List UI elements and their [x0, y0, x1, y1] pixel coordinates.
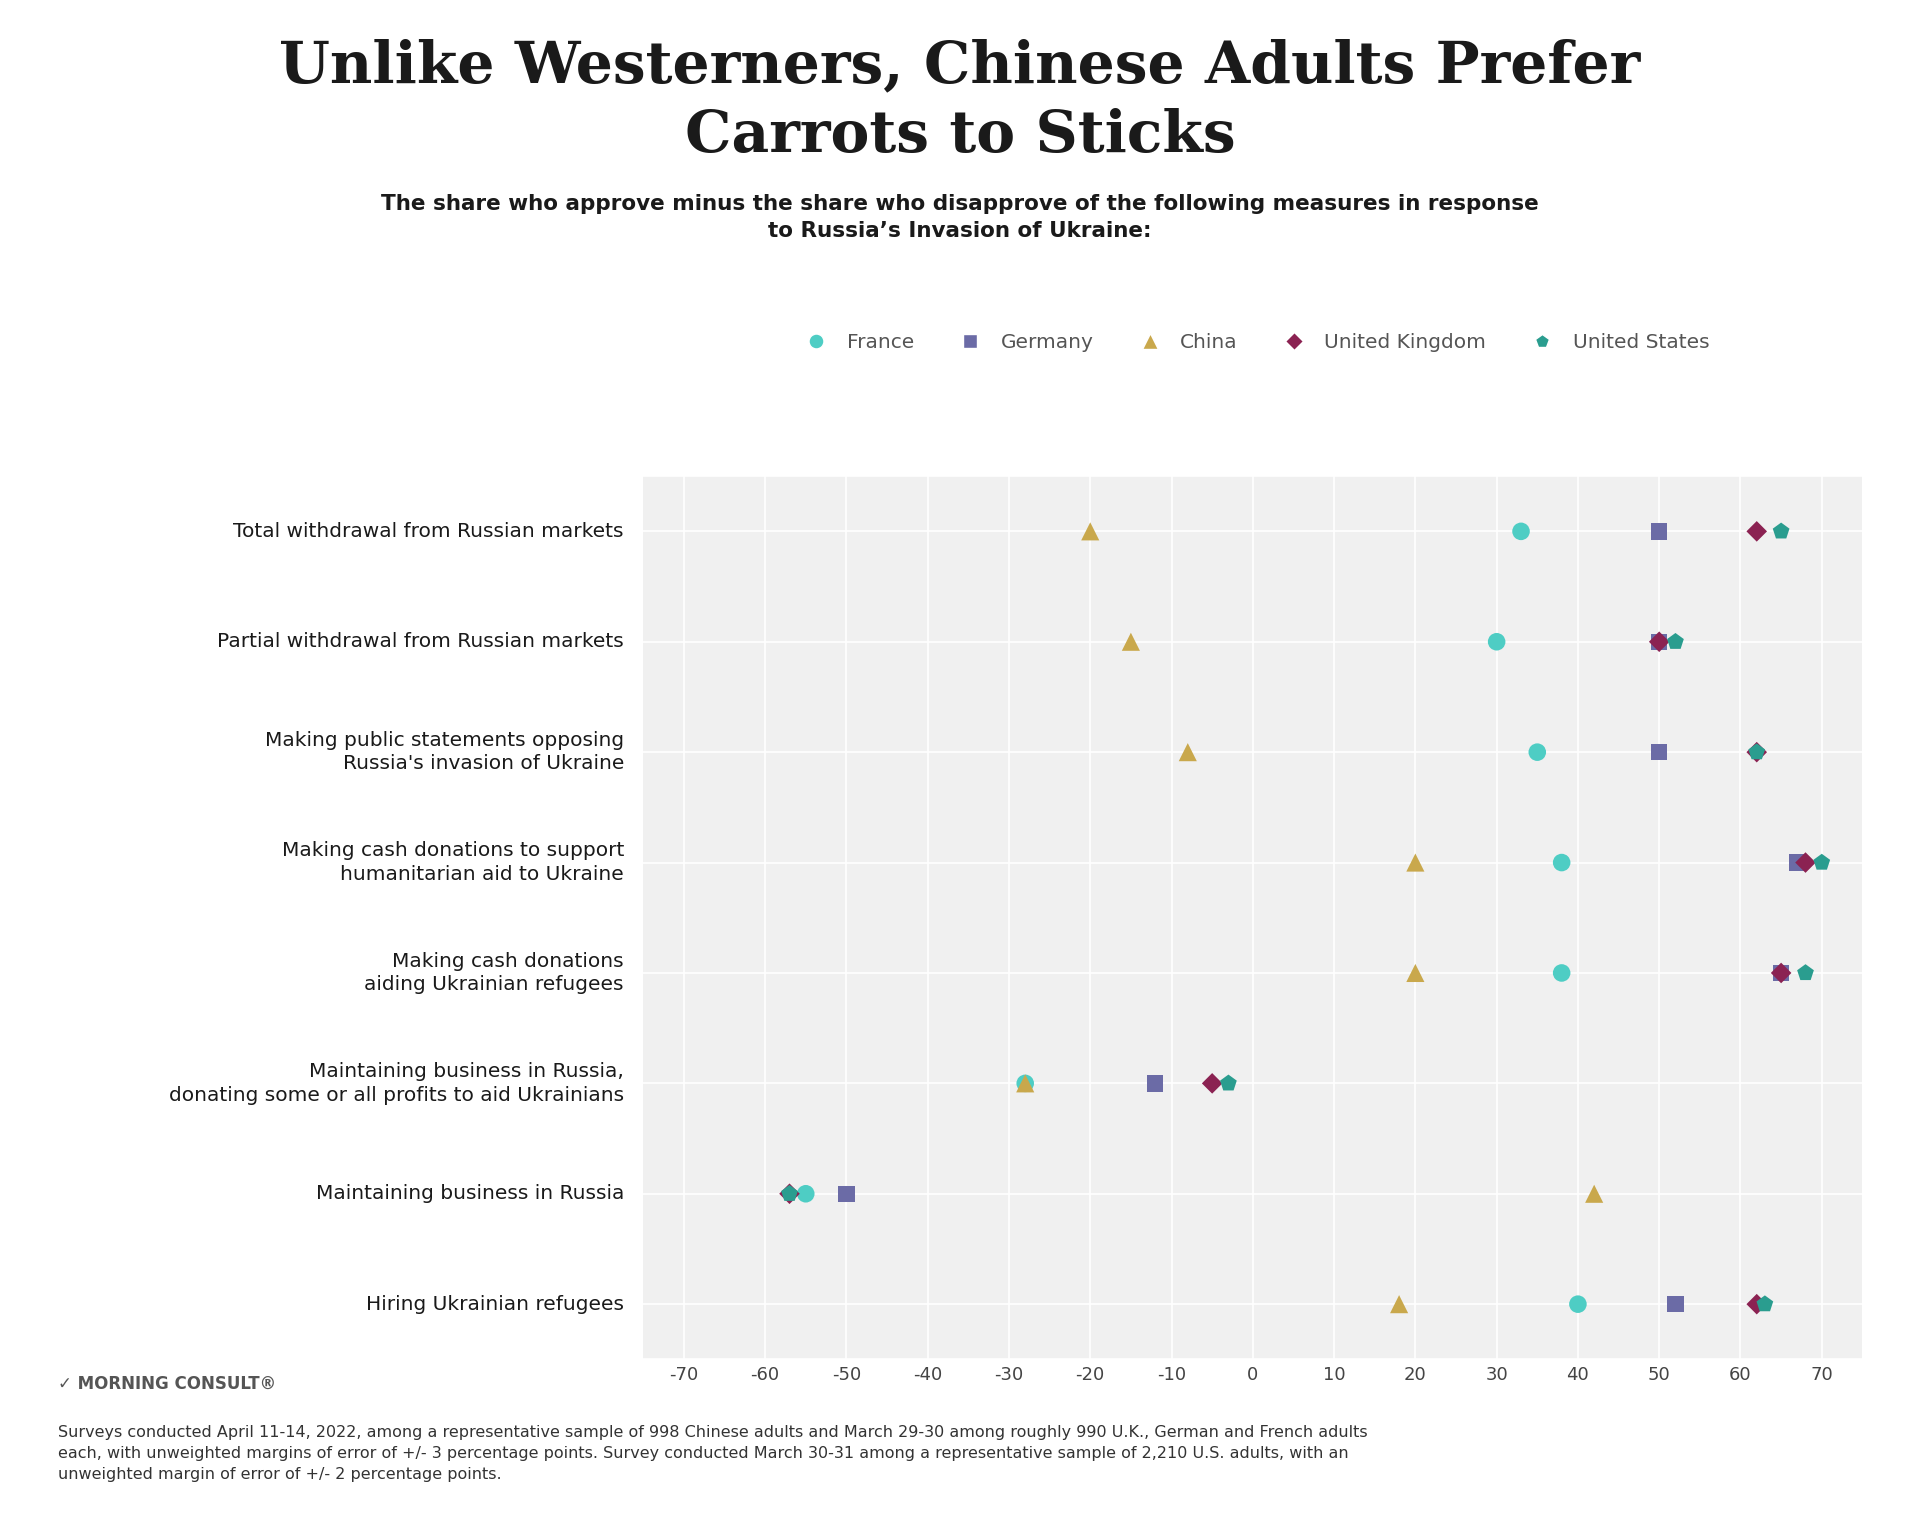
Point: [1807, 851, 1837, 876]
Point: [1741, 740, 1772, 765]
Text: Making cash donations
aiding Ukrainian refugees: Making cash donations aiding Ukrainian r…: [365, 952, 624, 994]
Point: [1661, 630, 1692, 654]
Bar: [643, 1249, 1862, 1359]
Point: [1523, 740, 1553, 765]
Bar: [643, 587, 1862, 697]
Point: [1741, 1292, 1772, 1316]
Point: [1789, 960, 1820, 985]
Bar: [643, 1138, 1862, 1249]
Point: [1505, 519, 1536, 544]
Bar: [643, 808, 1862, 919]
Point: [1644, 740, 1674, 765]
Point: [1384, 1292, 1415, 1316]
Point: [1563, 1292, 1594, 1316]
Point: [1140, 1071, 1171, 1095]
Text: Maintaining business in Russia,
donating some or all profits to aid Ukrainians: Maintaining business in Russia, donating…: [169, 1061, 624, 1104]
Point: [1196, 1071, 1227, 1095]
Point: [1010, 1071, 1041, 1095]
Point: [1075, 519, 1106, 544]
Point: [1213, 1071, 1244, 1095]
Point: [1766, 960, 1797, 985]
Point: [774, 1181, 804, 1206]
Bar: [643, 919, 1862, 1028]
Bar: [643, 697, 1862, 808]
Point: [1400, 851, 1430, 876]
Point: [774, 1181, 804, 1206]
Text: Maintaining business in Russia: Maintaining business in Russia: [315, 1184, 624, 1203]
Point: [1766, 519, 1797, 544]
Point: [1782, 851, 1812, 876]
Text: The share who approve minus the share who disapprove of the following measures i: The share who approve minus the share wh…: [382, 194, 1538, 241]
Text: Hiring Ukrainian refugees: Hiring Ukrainian refugees: [367, 1295, 624, 1313]
Point: [1400, 960, 1430, 985]
Text: Unlike Westerners, Chinese Adults Prefer
Carrots to Sticks: Unlike Westerners, Chinese Adults Prefer…: [280, 38, 1640, 164]
Text: ✓ MORNING CONSULT®: ✓ MORNING CONSULT®: [58, 1375, 276, 1393]
Point: [1644, 630, 1674, 654]
Text: Making cash donations to support
humanitarian aid to Ukraine: Making cash donations to support humanit…: [282, 842, 624, 883]
Point: [791, 1181, 822, 1206]
Text: Surveys conducted April 11-14, 2022, among a representative sample of 998 Chines: Surveys conducted April 11-14, 2022, amo…: [58, 1425, 1367, 1482]
Point: [1741, 740, 1772, 765]
Text: Making public statements opposing
Russia's invasion of Ukraine: Making public statements opposing Russia…: [265, 731, 624, 774]
Point: [1644, 630, 1674, 654]
Point: [1661, 1292, 1692, 1316]
Point: [1546, 960, 1576, 985]
Point: [1173, 740, 1204, 765]
Point: [1482, 630, 1513, 654]
Point: [1749, 1292, 1780, 1316]
Text: Partial withdrawal from Russian markets: Partial withdrawal from Russian markets: [217, 633, 624, 651]
Point: [831, 1181, 862, 1206]
Point: [1546, 851, 1576, 876]
Point: [1010, 1071, 1041, 1095]
Bar: [643, 1028, 1862, 1138]
Point: [1644, 519, 1674, 544]
Point: [1741, 519, 1772, 544]
Point: [1116, 630, 1146, 654]
Legend: France, Germany, China, United Kingdom, United States: France, Germany, China, United Kingdom, …: [789, 326, 1716, 359]
Text: Total withdrawal from Russian markets: Total withdrawal from Russian markets: [234, 522, 624, 541]
Bar: [643, 476, 1862, 587]
Point: [1578, 1181, 1609, 1206]
Point: [1789, 851, 1820, 876]
Point: [1766, 960, 1797, 985]
